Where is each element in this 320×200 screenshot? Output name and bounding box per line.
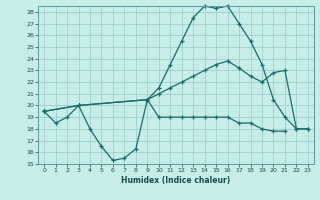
X-axis label: Humidex (Indice chaleur): Humidex (Indice chaleur) bbox=[121, 176, 231, 185]
